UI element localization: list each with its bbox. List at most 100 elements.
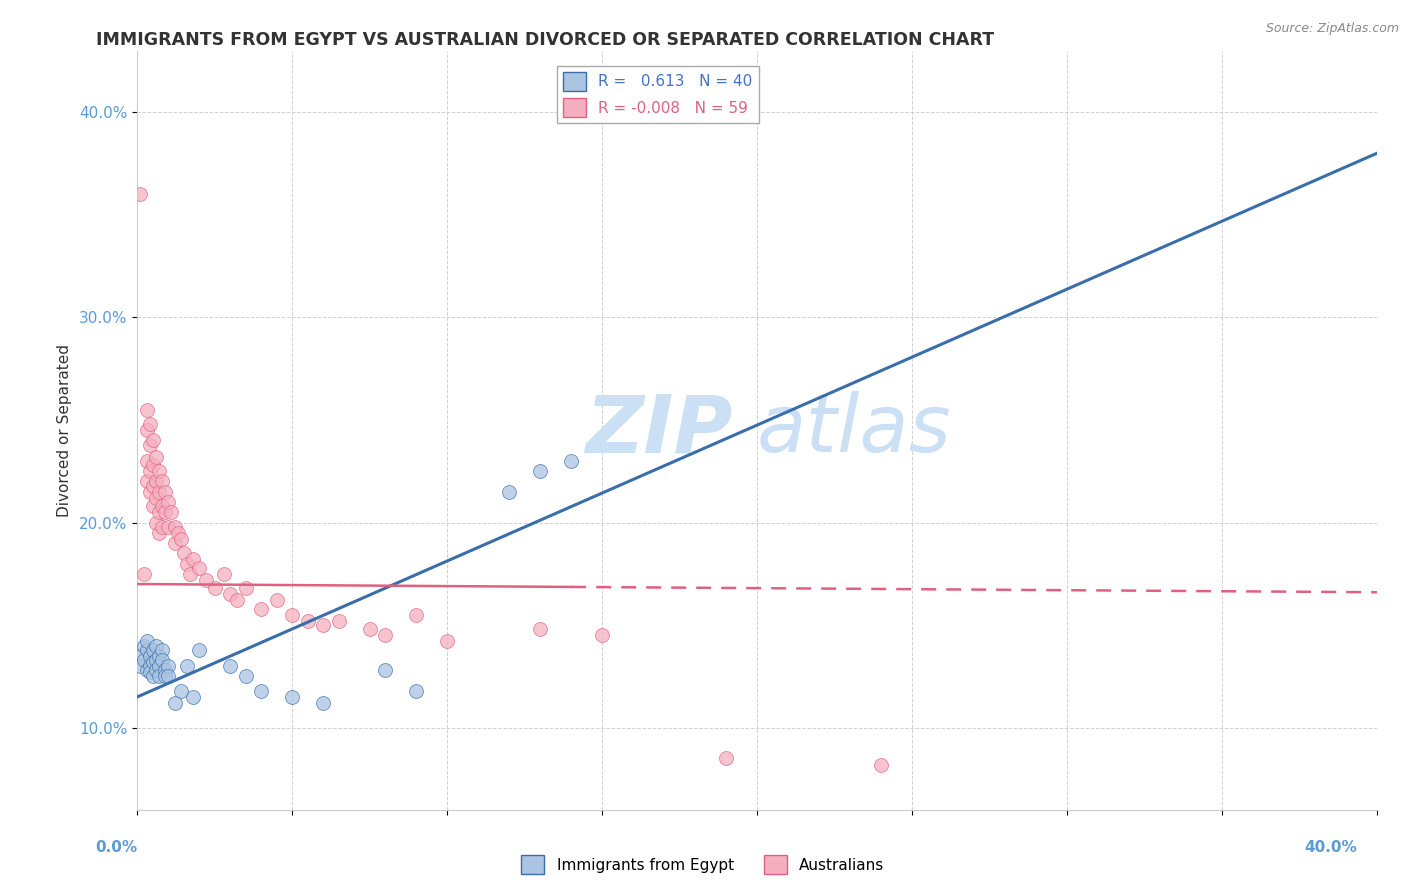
Point [145,653,167,667]
Point [150,519,173,533]
Point [142,478,165,492]
Point [148,505,170,519]
Point [148,648,170,663]
Point [170,683,193,698]
Point [139,648,162,663]
Point [145,491,167,505]
Point [132,566,155,581]
Point [157,495,180,509]
Point [135,663,157,677]
Point [219,659,242,673]
Point [142,655,165,669]
Point [148,464,170,478]
Point [139,659,162,673]
Point [145,450,167,464]
Point [155,484,177,499]
Point [132,653,155,667]
Point [281,607,304,622]
Text: atlas: atlas [758,392,952,469]
Point [359,622,381,636]
Point [145,475,167,489]
Point [235,669,257,683]
Point [405,683,427,698]
Point [498,484,520,499]
Text: IMMIGRANTS FROM EGYPT VS AUSTRALIAN DIVORCED OR SEPARATED CORRELATION CHART: IMMIGRANTS FROM EGYPT VS AUSTRALIAN DIVO… [96,31,994,49]
Point [405,607,427,622]
Point [150,642,173,657]
Point [219,587,242,601]
Point [176,659,198,673]
Point [194,573,217,587]
Point [148,659,170,673]
Point [250,601,273,615]
Point [129,659,152,673]
Point [157,519,180,533]
Point [225,593,247,607]
Text: 40.0%: 40.0% [1303,840,1357,855]
Point [328,614,350,628]
Point [145,516,167,530]
Point [266,593,288,607]
Point [870,757,893,772]
Point [135,475,157,489]
Point [374,663,396,677]
Y-axis label: Divorced or Separated: Divorced or Separated [58,343,72,516]
Legend: Immigrants from Egypt, Australians: Immigrants from Egypt, Australians [515,849,891,880]
Point [157,669,180,683]
Point [160,505,183,519]
Point [139,665,162,680]
Point [135,634,157,648]
Point [163,519,186,533]
Point [132,639,155,653]
Legend: R =   0.613   N = 40, R = -0.008   N = 59: R = 0.613 N = 40, R = -0.008 N = 59 [557,66,759,123]
Point [142,642,165,657]
Point [436,634,458,648]
Point [145,663,167,677]
Point [139,464,162,478]
Point [188,560,211,574]
Point [179,566,201,581]
Point [148,525,170,540]
Point [150,499,173,513]
Point [591,628,613,642]
Point [150,653,173,667]
Point [204,581,226,595]
Point [188,642,211,657]
Point [181,690,204,704]
Point [176,557,198,571]
Point [166,525,188,540]
Point [281,690,304,704]
Point [374,628,396,642]
Point [142,499,165,513]
Point [148,669,170,683]
Point [142,669,165,683]
Point [139,437,162,451]
Text: Source: ZipAtlas.com: Source: ZipAtlas.com [1265,22,1399,36]
Point [181,552,204,566]
Point [212,566,235,581]
Point [163,696,186,710]
Point [560,454,582,468]
Point [142,434,165,448]
Point [135,423,157,437]
Point [312,696,335,710]
Point [155,669,177,683]
Point [129,648,152,663]
Point [135,454,157,468]
Point [170,532,193,546]
Point [312,618,335,632]
Point [714,751,737,765]
Point [155,663,177,677]
Point [250,683,273,698]
Point [235,581,257,595]
Point [297,614,319,628]
Point [145,639,167,653]
Point [129,187,152,202]
Text: 0.0%: 0.0% [96,840,138,855]
Point [148,484,170,499]
Point [142,458,165,472]
Point [157,659,180,673]
Point [135,642,157,657]
Text: ZIP: ZIP [585,392,733,469]
Point [139,484,162,499]
